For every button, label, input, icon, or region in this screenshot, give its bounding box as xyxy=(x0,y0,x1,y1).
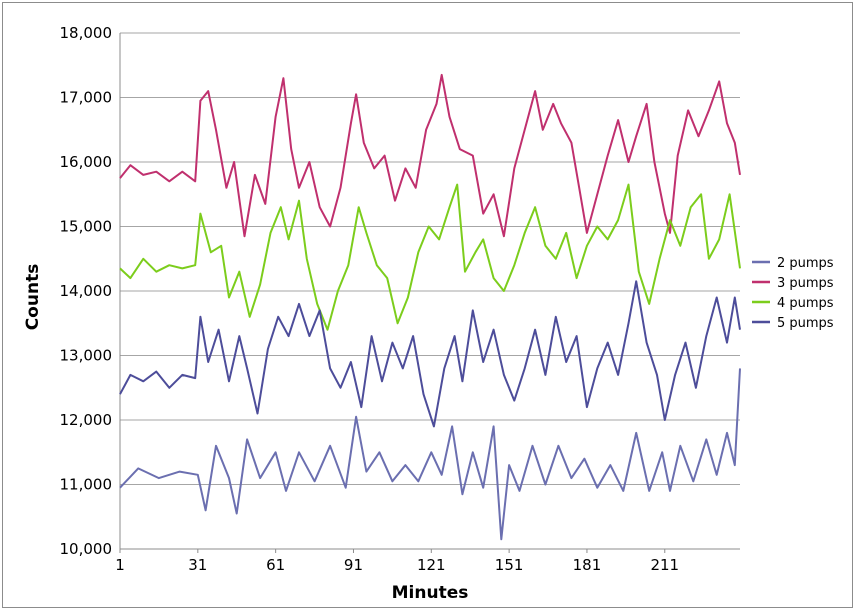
y-tick-label: 14,000 xyxy=(60,282,113,300)
x-tick-label: 151 xyxy=(495,556,524,574)
legend-label: 4 pumps xyxy=(777,296,834,311)
series-line-2 xyxy=(119,73,741,238)
x-tick-label: 31 xyxy=(188,556,207,574)
series-line-3 xyxy=(119,183,741,331)
legend: 2 pumps 3 pumps 4 pumps 5 pumps xyxy=(752,256,834,331)
series-line-4 xyxy=(119,280,741,428)
y-tick-label: 12,000 xyxy=(60,411,113,429)
x-tick-label: 121 xyxy=(417,556,446,574)
gridlines xyxy=(120,32,740,485)
y-tick-label: 11,000 xyxy=(60,476,113,494)
axes xyxy=(119,33,740,553)
x-axis-title: Minutes xyxy=(392,583,469,603)
x-tick-label: 91 xyxy=(344,556,363,574)
x-tick-label: 181 xyxy=(573,556,602,574)
y-tick-label: 15,000 xyxy=(60,218,113,236)
series-lines xyxy=(119,73,741,541)
x-tick-labels: 1 31 61 91 121 151 181 211 xyxy=(115,556,679,574)
y-tick-label: 13,000 xyxy=(60,347,113,365)
x-tick-label: 61 xyxy=(266,556,285,574)
y-axis-title: Counts xyxy=(23,264,43,331)
legend-label: 5 pumps xyxy=(777,316,834,331)
y-tick-label: 18,000 xyxy=(60,24,113,42)
y-tick-label: 17,000 xyxy=(60,89,113,107)
y-tick-label: 16,000 xyxy=(60,153,113,171)
x-tick-label: 1 xyxy=(115,556,125,574)
series-line-1 xyxy=(119,368,741,541)
x-tick-label: 211 xyxy=(650,556,679,574)
legend-label: 3 pumps xyxy=(777,276,834,291)
y-tick-labels: 10,000 11,000 12,000 13,000 14,000 15,000 16,0… xyxy=(60,24,113,558)
y-tick-label: 10,000 xyxy=(60,540,113,558)
legend-label: 2 pumps xyxy=(777,256,834,271)
